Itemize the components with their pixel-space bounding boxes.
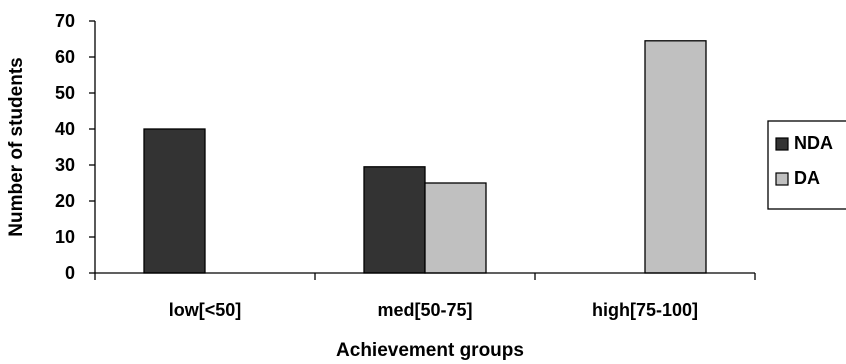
x-axis-category-labels: low[<50] med[50-75] high[75-100]: [169, 300, 698, 320]
y-tick-label: 70: [55, 11, 75, 31]
x-axis-title: Achievement groups: [336, 340, 524, 361]
y-axis-title: Number of students: [6, 57, 27, 236]
legend-label: NDA: [794, 133, 833, 153]
y-axis-tick-labels: 0 10 20 30 40 50 60 70: [55, 11, 75, 283]
legend-swatch: [775, 172, 789, 186]
bar-da-1: [424, 182, 487, 274]
bar-nda-0: [143, 128, 206, 274]
x-category-label: low[<50]: [169, 300, 242, 320]
legend-item-nda: NDA: [775, 133, 833, 153]
y-tick-label: 50: [55, 83, 75, 103]
bar-nda-1: [363, 166, 426, 274]
y-tick-label: 60: [55, 47, 75, 67]
y-tick-label: 0: [65, 263, 75, 283]
bar-da-2: [644, 40, 707, 274]
y-tick-label: 20: [55, 191, 75, 211]
legend: NDA DA: [767, 120, 846, 210]
x-category-label: med[50-75]: [377, 300, 472, 320]
legend-swatch: [775, 137, 789, 151]
legend-box: [767, 120, 846, 210]
x-category-label: high[75-100]: [592, 300, 698, 320]
bars: [143, 40, 707, 274]
y-tick-label: 40: [55, 119, 75, 139]
legend-item-da: DA: [775, 168, 820, 188]
y-tick-label: 10: [55, 227, 75, 247]
x-axis-ticks: [94, 273, 756, 280]
y-tick-label: 30: [55, 155, 75, 175]
legend-label: DA: [794, 168, 820, 188]
y-axis-ticks: [89, 20, 95, 274]
